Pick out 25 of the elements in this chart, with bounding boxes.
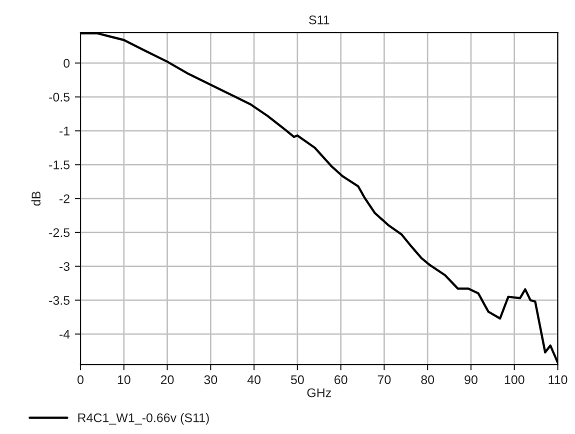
x-tick-label: 60 — [334, 375, 348, 384]
chart-title: S11 — [309, 15, 330, 24]
y-tick-label: -1.5 — [49, 160, 70, 170]
x-axis-title: GHz — [307, 388, 331, 398]
x-tick-label: 30 — [204, 375, 218, 384]
y-tick-label: -3 — [60, 262, 70, 271]
y-tick-label: -1 — [60, 126, 70, 136]
y-tick-label: -0.5 — [49, 92, 70, 102]
y-tick-label: 0 — [64, 58, 70, 68]
y-axis-title: dB — [31, 192, 41, 206]
x-tick-label: 70 — [378, 375, 391, 384]
x-tick-label: 20 — [160, 375, 174, 384]
x-tick-label: 90 — [464, 375, 478, 384]
y-tick-label: -2.5 — [49, 228, 70, 238]
x-tick-label: 110 — [548, 375, 568, 384]
x-tick-label: 100 — [504, 375, 524, 384]
x-tick-label: 40 — [247, 375, 261, 384]
y-tick-label: -3.5 — [49, 296, 70, 305]
x-tick-label: 80 — [421, 375, 434, 384]
y-tick-label: -4 — [60, 330, 70, 339]
x-tick-label: 0 — [78, 375, 84, 384]
y-tick-label: -2 — [60, 194, 70, 204]
x-tick-label: 50 — [290, 375, 304, 384]
x-tick-label: 10 — [118, 375, 130, 384]
legend-label: R4C1_W1_-0.66v (S11) — [78, 413, 209, 425]
